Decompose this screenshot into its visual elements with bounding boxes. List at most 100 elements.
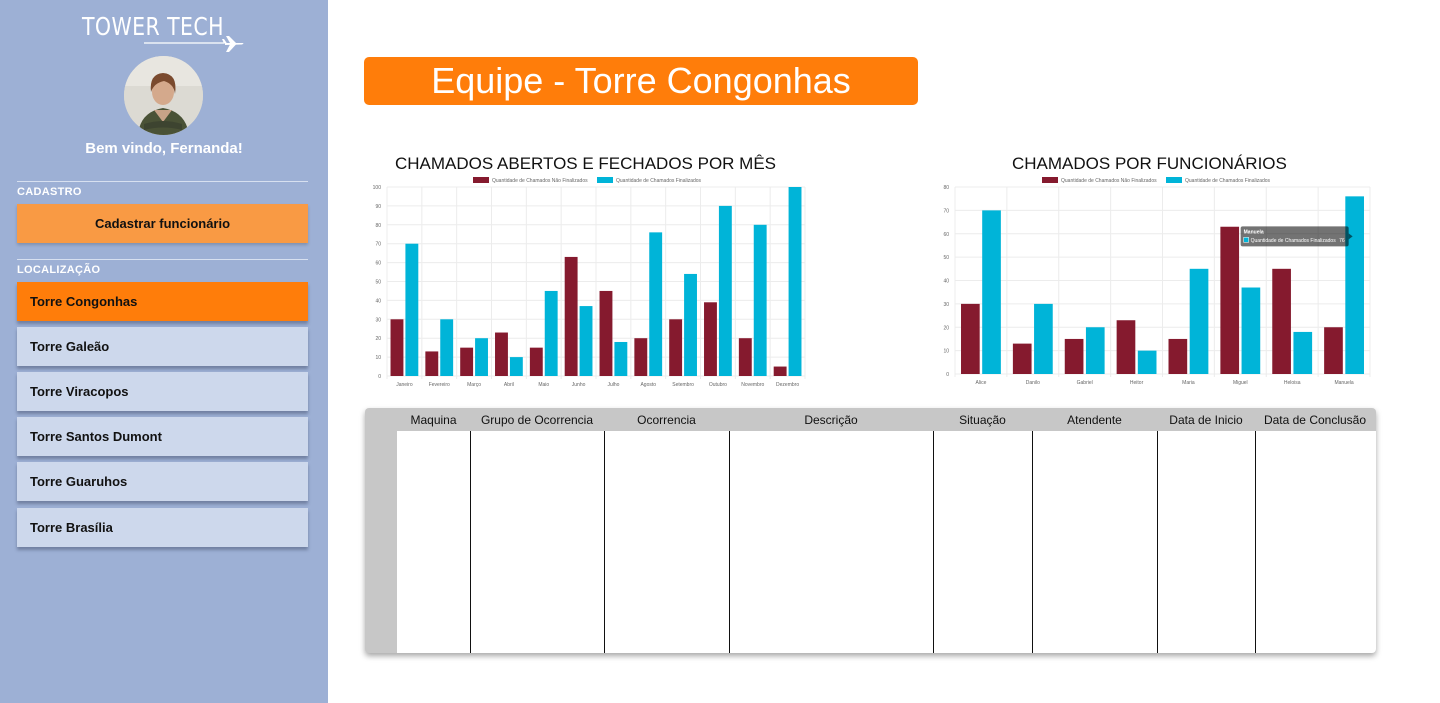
column-divider xyxy=(1157,431,1158,653)
bar-not-finalized-outubro[interactable] xyxy=(704,302,717,376)
bar-not-finalized-heitor[interactable] xyxy=(1116,320,1136,374)
bar-not-finalized-setembro[interactable] xyxy=(669,319,683,376)
bar-finalized-novembro[interactable] xyxy=(753,224,767,376)
bar-finalized-heloisa[interactable] xyxy=(1293,331,1313,374)
x-tick-label: Heloisa xyxy=(1284,380,1301,386)
monthly-chart-title: CHAMADOS ABERTOS E FECHADOS POR MÊS xyxy=(395,154,777,173)
bar-not-finalized-maio[interactable] xyxy=(529,347,543,376)
bar-not-finalized-maria[interactable] xyxy=(1168,338,1188,374)
legend-label: Quantidade de Chamados Não Finalizados xyxy=(1061,178,1157,184)
bar-finalized-março[interactable] xyxy=(475,338,488,376)
legend-label: Quantidade de Chamados Não Finalizados xyxy=(492,178,588,184)
bar-finalized-gabriel[interactable] xyxy=(1085,327,1105,374)
bar-finalized-abril[interactable] xyxy=(509,357,523,376)
bar-finalized-agosto[interactable] xyxy=(649,232,663,376)
bar-finalized-outubro[interactable] xyxy=(718,205,732,376)
bar-not-finalized-heloisa[interactable] xyxy=(1272,268,1291,374)
x-tick-label: Alice xyxy=(976,380,987,386)
location-item-torre-galeao[interactable]: Torre Galeão xyxy=(17,327,308,366)
y-tick-label: 100 xyxy=(373,185,382,191)
bar-finalized-dezembro[interactable] xyxy=(788,187,802,376)
x-tick-label: Maria xyxy=(1182,380,1195,386)
x-tick-label: Junho xyxy=(572,382,586,388)
tooltip-box xyxy=(1240,226,1349,247)
bar-not-finalized-janeiro[interactable] xyxy=(390,319,404,376)
bar-not-finalized-gabriel[interactable] xyxy=(1064,338,1084,374)
bar-finalized-maria[interactable] xyxy=(1189,268,1209,374)
bar-not-finalized-dezembro[interactable] xyxy=(773,366,787,376)
y-tick-label: 0 xyxy=(946,372,949,378)
chart-legend: Quantidade de Chamados Não Finalizados Qu… xyxy=(1042,177,1271,184)
register-employee-button[interactable]: Cadastrar funcionário xyxy=(17,204,308,243)
bar-finalized-julho[interactable] xyxy=(614,341,628,376)
x-tick-label: Maio xyxy=(538,382,549,388)
y-tick-label: 90 xyxy=(375,204,381,210)
column-header[interactable]: Atendente xyxy=(1067,413,1122,427)
bar-not-finalized-novembro[interactable] xyxy=(738,338,752,376)
bar-not-finalized-danilo[interactable] xyxy=(1012,343,1032,374)
bar-not-finalized-abril[interactable] xyxy=(495,332,508,376)
location-item-torre-santos-dumont[interactable]: Torre Santos Dumont xyxy=(17,417,308,456)
x-tick-label: Heitor xyxy=(1130,380,1144,386)
location-item-torre-viracopos[interactable]: Torre Viracopos xyxy=(17,372,308,411)
column-divider xyxy=(729,431,730,653)
monthly-tickets-chart: Quantidade de Chamados Não Finalizados Qu… xyxy=(373,177,806,388)
column-header[interactable]: Maquina xyxy=(410,413,457,427)
employee-chart-title: CHAMADOS POR FUNCIONÁRIOS xyxy=(1012,154,1287,173)
y-tick-label: 50 xyxy=(943,255,949,261)
y-tick-label: 70 xyxy=(375,242,381,248)
y-tick-label: 70 xyxy=(943,208,949,214)
x-tick-label: Miguel xyxy=(1233,380,1248,386)
bar-finalized-setembro[interactable] xyxy=(684,273,697,376)
bar-not-finalized-março[interactable] xyxy=(460,347,474,376)
y-tick-label: 30 xyxy=(375,317,381,323)
x-tick-label: Abril xyxy=(504,382,514,388)
bar-finalized-alice[interactable] xyxy=(982,210,1001,374)
column-header[interactable]: Ocorrencia xyxy=(637,413,696,427)
y-tick-label: 40 xyxy=(375,298,381,304)
section-divider xyxy=(17,181,308,182)
column-divider xyxy=(1032,431,1033,653)
bar-not-finalized-fevereiro[interactable] xyxy=(425,351,439,376)
bar-finalized-maio[interactable] xyxy=(544,290,558,376)
bar-finalized-manuela[interactable] xyxy=(1345,196,1364,374)
location-item-torre-congonhas[interactable]: Torre Congonhas xyxy=(17,282,308,321)
x-tick-label: Danilo xyxy=(1026,380,1040,386)
column-header[interactable]: Data de Inicio xyxy=(1169,413,1243,427)
column-header[interactable]: Data de Conclusão xyxy=(1263,413,1367,427)
bar-not-finalized-alice[interactable] xyxy=(961,303,980,374)
location-item-torre-brasilia[interactable]: Torre Brasília xyxy=(17,508,308,547)
bar-finalized-heitor[interactable] xyxy=(1137,350,1157,374)
tower-tech-logo[interactable]: TOWER TECH xyxy=(82,12,247,54)
tooltip-swatch xyxy=(1243,237,1249,243)
sidebar: TOWER TECH Bem vindo, Fernanda! CADASTRO… xyxy=(0,0,328,703)
legend-label: Quantidade de Chamados Finalizados xyxy=(616,178,702,184)
column-header[interactable]: Descrição xyxy=(804,413,858,427)
tickets-table: Maquina Grupo de Ocorrencia Ocorrencia Desc… xyxy=(365,408,1376,653)
avatar[interactable] xyxy=(124,56,203,135)
y-tick-label: 0 xyxy=(378,374,381,380)
bar-finalized-miguel[interactable] xyxy=(1241,287,1261,374)
bar-not-finalized-junho[interactable] xyxy=(564,256,578,376)
table-body xyxy=(397,431,1376,653)
y-tick-label: 40 xyxy=(943,279,949,285)
y-tick-label: 80 xyxy=(943,185,949,191)
column-header[interactable]: Situação xyxy=(959,413,1006,427)
localizacao-section-label: LOCALIZAÇÃO xyxy=(17,264,101,276)
bar-finalized-fevereiro[interactable] xyxy=(440,319,454,376)
y-tick-label: 10 xyxy=(375,355,381,361)
cadastro-section-label: CADASTRO xyxy=(17,186,82,198)
column-header[interactable]: Grupo de Ocorrencia xyxy=(480,413,594,427)
bar-not-finalized-julho[interactable] xyxy=(599,290,613,376)
bar-finalized-junho[interactable] xyxy=(579,306,593,376)
bar-not-finalized-agosto[interactable] xyxy=(634,338,648,376)
legend-label: Quantidade de Chamados Finalizados xyxy=(1185,178,1271,184)
tooltip-value: 76 xyxy=(1339,238,1345,244)
location-item-torre-guaruhos[interactable]: Torre Guaruhos xyxy=(17,462,308,501)
bar-finalized-janeiro[interactable] xyxy=(405,243,419,376)
bar-finalized-danilo[interactable] xyxy=(1034,303,1053,374)
tooltip-caret xyxy=(1348,233,1353,240)
bar-not-finalized-miguel[interactable] xyxy=(1220,226,1240,374)
bar-not-finalized-manuela[interactable] xyxy=(1324,327,1343,374)
y-tick-label: 50 xyxy=(375,280,381,286)
